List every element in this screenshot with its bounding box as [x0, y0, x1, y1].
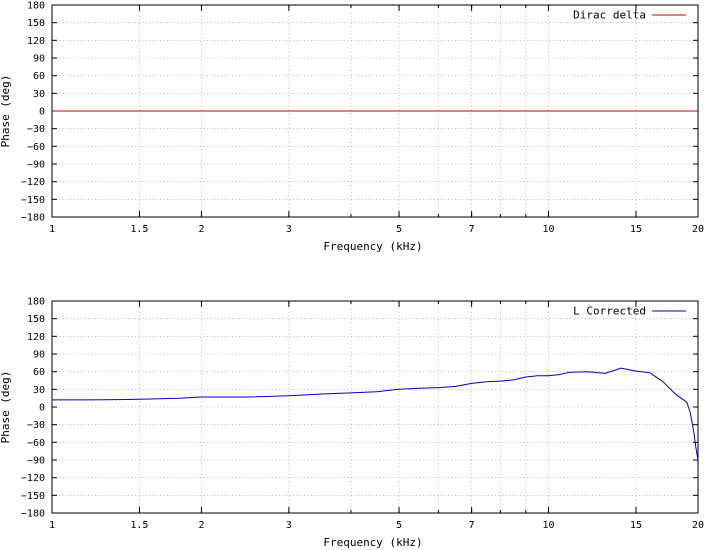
x-tick-label: 2	[198, 520, 204, 531]
series-line-1	[52, 367, 699, 461]
x-tick-label: 1.5	[130, 224, 148, 235]
legend-label: L Corrected	[573, 305, 646, 318]
x-axis-label: Frequency (kHz)	[323, 240, 422, 253]
chart-panel-2: 180 150 120 90 60 30 0 −30 −60 −90 −120 −150 −180 1 1.…	[0, 297, 704, 550]
x-tick-label: 5	[396, 520, 402, 531]
y-tick-label: −150	[21, 195, 45, 206]
y-tick-label: 180	[27, 297, 45, 308]
x-tick-label: 3	[286, 520, 292, 531]
y-tick-label: 60	[33, 367, 45, 378]
y-tick-label: −60	[27, 142, 45, 153]
x-tick-label: 7	[469, 520, 475, 531]
y-tick-label: −30	[27, 420, 45, 431]
chart-panel-1: 180 150 120 90 60 30 0 −30 −60 −90 −120 −150 −180 1 1.…	[0, 1, 704, 254]
y-tick-label: −180	[21, 509, 45, 520]
y-tick-label: 120	[27, 36, 45, 47]
y-tick-label: −60	[27, 438, 45, 449]
y-tick-label: 0	[39, 107, 45, 118]
y-tick-label: 90	[33, 54, 45, 65]
y-axis-label: Phase (deg)	[0, 75, 12, 148]
legend-label: Dirac delta	[573, 9, 646, 22]
x-tick-label: 10	[543, 520, 555, 531]
x-tick-label: 20	[692, 520, 704, 531]
x-tick-label: 20	[692, 224, 704, 235]
y-tick-label: −30	[27, 124, 45, 135]
y-tick-label: 90	[33, 350, 45, 361]
y-tick-label: 60	[33, 71, 45, 82]
x-tick-label: 15	[630, 520, 642, 531]
y-tick-label: −90	[27, 160, 45, 171]
y-tick-label: −90	[27, 456, 45, 467]
y-tick-label: −150	[21, 491, 45, 502]
x-tick-label: 1	[49, 520, 55, 531]
x-tick-label: 2	[198, 224, 204, 235]
y-tick-label: −120	[21, 473, 45, 484]
y-tick-label: 30	[33, 385, 45, 396]
y-tick-label: −120	[21, 177, 45, 188]
x-tick-label: 15	[630, 224, 642, 235]
x-tick-label: 1.5	[130, 520, 148, 531]
y-axis-label: Phase (deg)	[0, 371, 12, 444]
y-tick-label: −180	[21, 213, 45, 224]
plot-frame	[51, 300, 699, 514]
y-tick-label: 180	[27, 1, 45, 12]
x-tick-label: 7	[469, 224, 475, 235]
y-tick-label: 0	[39, 403, 45, 414]
y-tick-label: 150	[27, 314, 45, 325]
x-tick-label: 1	[49, 224, 55, 235]
x-tick-label: 3	[286, 224, 292, 235]
y-tick-label: 150	[27, 18, 45, 29]
y-tick-label: 120	[27, 332, 45, 343]
x-tick-label: 5	[396, 224, 402, 235]
x-axis-label: Frequency (kHz)	[323, 536, 422, 549]
y-tick-label: 30	[33, 89, 45, 100]
x-tick-label: 10	[543, 224, 555, 235]
